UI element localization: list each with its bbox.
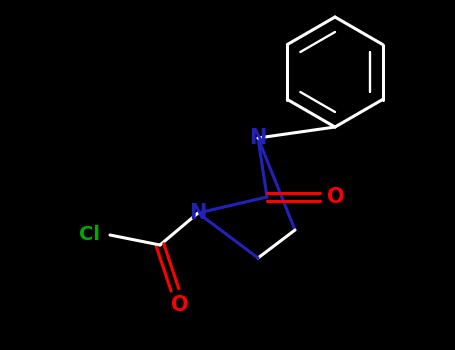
Text: O: O [171,295,189,315]
Text: N: N [189,203,207,223]
Text: N: N [249,128,267,148]
Text: O: O [327,187,345,207]
Text: Cl: Cl [80,225,101,245]
